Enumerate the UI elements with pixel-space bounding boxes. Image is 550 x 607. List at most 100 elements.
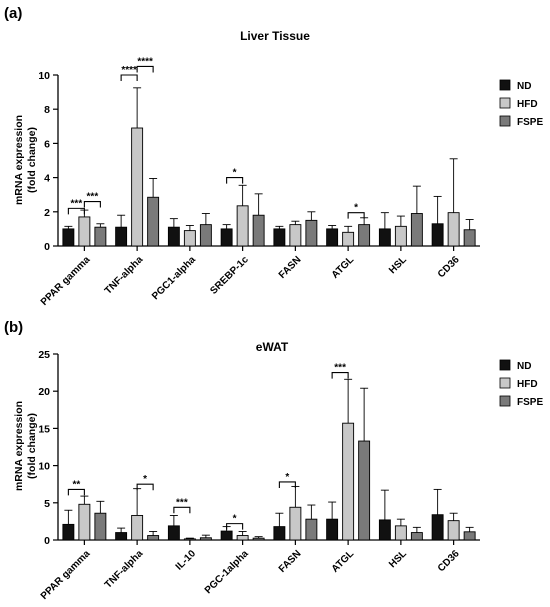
legend-swatch-nd <box>499 79 511 91</box>
legend-label-hfd: HFD <box>517 379 538 390</box>
legend-swatch-nd <box>499 359 511 371</box>
significance-bracket <box>278 481 296 488</box>
y-tick-label: 2 <box>44 207 50 219</box>
x-tick-label: PPAR gamma <box>39 548 93 602</box>
x-tick-label: CD36 <box>436 254 462 280</box>
y-axis-label-line: mRNA expression <box>13 115 25 205</box>
significance-label: ** <box>72 479 80 490</box>
legend-label-hfd: HFD <box>517 99 538 110</box>
bar-fspe-il-10 <box>199 537 212 541</box>
significance-bracket <box>83 200 101 208</box>
legend-swatch-fspe <box>499 115 511 127</box>
x-tick-label: HSL <box>387 254 409 276</box>
significance-label: **** <box>137 56 153 67</box>
y-axis-label: mRNA expression(fold change) <box>13 115 38 205</box>
x-tick-label: FASN <box>277 548 304 575</box>
significance-label: * <box>143 474 147 485</box>
bar-fspe-fasn <box>305 518 318 541</box>
bar-fspe-tnf-alpha <box>147 196 160 247</box>
bar-hfd-tnf-alpha <box>131 127 144 247</box>
bar-nd-tnf-alpha <box>115 532 128 541</box>
y-tick-label: 0 <box>44 535 50 547</box>
panel-letter: (b) <box>4 319 23 336</box>
y-tick-label: 5 <box>44 498 50 510</box>
significance-bracket <box>136 65 154 73</box>
bar-nd-fasn <box>273 526 286 541</box>
bar-fspe-atgl <box>358 440 371 541</box>
bar-fspe-ppar-gamma <box>94 512 107 541</box>
significance-label: * <box>233 168 237 179</box>
bar-hfd-cd36 <box>447 520 460 541</box>
bar-hfd-fasn <box>289 224 302 247</box>
bar-hfd-hsl <box>394 225 407 247</box>
significance-label: * <box>285 472 289 483</box>
bar-hfd-srebp-1c <box>236 205 249 247</box>
legend-swatch-hfd <box>499 377 511 389</box>
bar-fspe-pgc1-alpha <box>199 224 212 247</box>
significance-bracket <box>226 523 244 530</box>
y-tick-label: 25 <box>38 349 50 361</box>
x-tick-label: SREBP-1c <box>208 254 251 297</box>
x-tick-label: TNF-alpha <box>103 254 146 297</box>
bar-fspe-cd36 <box>463 229 476 247</box>
chart-title: eWAT <box>256 340 289 354</box>
bar-fspe-srebp-1c <box>252 214 265 247</box>
panel-liver-tissue: (a) Liver Tissue mRNA expression(fold chan… <box>4 5 543 308</box>
x-tick-label: PGC1-alpha <box>150 254 198 302</box>
bar-hfd-ppar-gamma <box>78 216 91 247</box>
bar-fspe-pgc-1alpha <box>252 537 265 541</box>
y-tick-label: 20 <box>38 386 50 398</box>
significance-label: * <box>354 203 358 214</box>
bar-fspe-tnf-alpha <box>147 535 160 541</box>
x-tick-label: TNF-alpha <box>103 548 146 591</box>
bar-hfd-hsl <box>394 525 407 541</box>
bar-nd-pgc1-alpha <box>167 226 180 247</box>
bar-hfd-pgc-1alpha <box>236 535 249 541</box>
significance-label: **** <box>121 65 137 76</box>
significance-label: *** <box>334 363 346 374</box>
x-tick-label: HSL <box>387 548 409 570</box>
bar-hfd-fasn <box>289 506 302 541</box>
bar-hfd-ppar-gamma <box>78 503 91 541</box>
panel-letter: (a) <box>4 5 22 22</box>
significance-label: *** <box>176 497 188 508</box>
bar-fspe-hsl <box>410 532 423 541</box>
bar-fspe-ppar-gamma <box>94 226 107 247</box>
legend-swatch-hfd <box>499 97 511 109</box>
significance-label: *** <box>71 198 83 209</box>
x-tick-label: FASN <box>277 254 304 281</box>
legend-label-nd: ND <box>517 81 531 92</box>
significance-label: * <box>233 514 237 525</box>
legend-label-fspe: FSPE <box>517 397 543 408</box>
x-tick-label: PGC-1alpha <box>203 548 251 596</box>
significance-bracket <box>67 488 85 496</box>
x-tick-label: PPAR gamma <box>39 254 93 308</box>
bar-nd-atgl <box>326 518 339 541</box>
bar-nd-hsl <box>378 228 391 247</box>
y-tick-label: 15 <box>38 423 50 435</box>
y-axis-label-line: mRNA expression <box>13 401 25 491</box>
bar-nd-cd36 <box>431 223 444 247</box>
x-tick-label: ATGL <box>330 548 357 575</box>
bar-fspe-cd36 <box>463 531 476 541</box>
significance-bracket <box>67 207 85 215</box>
y-tick-label: 4 <box>44 173 50 185</box>
y-axis-label-line: (fold change) <box>26 127 38 193</box>
legend-swatch-fspe <box>499 395 511 407</box>
bar-hfd-atgl <box>342 231 355 247</box>
y-tick-label: 6 <box>44 138 50 150</box>
bar-nd-cd36 <box>431 514 444 541</box>
bar-nd-ppar-gamma <box>62 523 75 541</box>
bar-fspe-fasn <box>305 219 318 247</box>
bar-hfd-tnf-alpha <box>131 514 144 541</box>
bar-hfd-il-10 <box>183 538 196 541</box>
bar-nd-il-10 <box>167 525 180 541</box>
bar-fspe-hsl <box>410 213 423 247</box>
panel-ewat: (b) eWAT mRNA expression(fold change) 0 5 10 1… <box>4 319 543 602</box>
y-axis-label-line: (fold change) <box>26 413 38 479</box>
x-tick-label: IL-10 <box>174 548 199 573</box>
bar-hfd-pgc1-alpha <box>183 230 196 247</box>
significance-label: *** <box>87 192 99 203</box>
bar-nd-atgl <box>326 228 339 247</box>
